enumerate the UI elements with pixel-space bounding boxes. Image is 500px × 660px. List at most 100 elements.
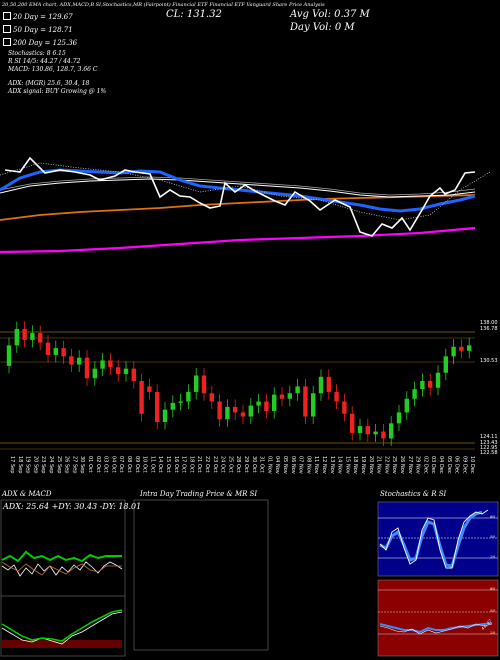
macd-white-line (1, 611, 123, 645)
magenta-line (0, 226, 476, 254)
date-label: 01 Nov (266, 456, 272, 474)
candle-down (303, 386, 308, 417)
ema200-line (0, 194, 476, 221)
date-label: 11 Nov (313, 456, 319, 474)
price-label: 130.53 (480, 358, 498, 364)
candle-up (14, 328, 19, 346)
rsi-white-line (379, 623, 493, 635)
date-label: 23 Oct (212, 456, 218, 473)
candle-up (256, 401, 261, 406)
candle-up (123, 368, 129, 375)
date-label: 30 Oct (251, 456, 257, 473)
ema50-line-a (0, 178, 476, 198)
candle-up (435, 372, 441, 388)
date-label: 19 Sep (25, 456, 31, 473)
macd-lines (1, 609, 123, 648)
date-label: 08 Nov (305, 456, 311, 474)
date-label: 14 Oct (157, 456, 163, 473)
candle-up (287, 393, 292, 399)
stoch-level-label: 80 (490, 514, 496, 519)
price-label: 122.95 (480, 445, 498, 451)
ema20-text: 20 Day = 129.67 (13, 13, 73, 21)
date-label: 02 Oct (95, 456, 101, 473)
candle-up (396, 412, 402, 424)
candle-up (295, 386, 300, 394)
candle-down (116, 367, 121, 375)
candle-up (100, 360, 105, 369)
date-label: 14 Nov (337, 456, 343, 474)
candle-up (53, 348, 58, 355)
ema50-line-b (0, 176, 476, 196)
date-label: 06 Nov (290, 456, 296, 474)
price-label: 123.43 (480, 440, 498, 446)
date-label: 09 Oct (134, 456, 140, 473)
candle-down (264, 401, 269, 412)
date-label: 05 Dec (446, 456, 452, 474)
candle-up (186, 391, 191, 402)
candle-down (147, 386, 152, 392)
date-label: 08 Oct (126, 456, 132, 473)
candle-up (162, 409, 168, 422)
adx-white-line (1, 561, 123, 577)
ema200-legend: 200 Day = 125.36 (3, 38, 77, 47)
candle-up (420, 380, 425, 390)
candle-up (225, 406, 230, 420)
adx-panel-frame (0, 499, 126, 657)
candle-down (61, 348, 66, 357)
candle-up (373, 431, 378, 435)
date-label: 23 Sep (40, 456, 46, 473)
date-label: 21 Oct (196, 456, 202, 473)
date-label: 22 Oct (204, 456, 210, 473)
date-label: 04 Nov (274, 456, 280, 474)
close-price-label: CL: 131.32 (166, 9, 222, 20)
stoch-level-label: 20 (490, 554, 496, 559)
candle-down (131, 368, 136, 381)
candle-up (451, 346, 456, 357)
date-label: 18 Nov (352, 456, 358, 474)
adx-green-line (1, 550, 122, 563)
candle-up (467, 345, 472, 351)
ema50-text: 50 Day = 128.71 (13, 26, 73, 34)
intraday-title: Intra Day Trading Price & MR SI (140, 490, 258, 498)
date-label: 07 Oct (118, 456, 124, 473)
price-label: 136.78 (480, 326, 498, 332)
ema20-line (0, 168, 476, 213)
candle-down (240, 412, 246, 417)
date-label: 25 Sep (56, 456, 62, 473)
price-line (4, 156, 476, 237)
date-label: 17 Oct (181, 456, 187, 473)
candle-down (381, 431, 386, 439)
candle-down (201, 375, 207, 394)
rsi-text: R SI 14/5: 44.27 / 44.72 (8, 58, 81, 65)
intraday-panel-frame (133, 499, 269, 651)
legend-swatch (3, 12, 11, 20)
rsi-panel-frame (377, 579, 499, 657)
date-label: 29 Nov (415, 456, 421, 474)
macd-text: MACD: 130.86, 128.7, 3.66 C (8, 66, 98, 73)
date-label: 24 Sep (48, 456, 54, 473)
date-label: 01 Oct (87, 456, 93, 473)
stoch-title: Stochastics & R SI (380, 490, 447, 498)
candle-down (139, 380, 144, 414)
date-label: 07 Nov (298, 456, 304, 474)
date-label: 26 Nov (399, 456, 405, 474)
candle-up (311, 393, 316, 417)
adx-signal-text: ADX signal: BUY Growing @ 1% (8, 88, 107, 95)
rsi-level-label: 50 (490, 608, 496, 613)
candle-up (92, 368, 97, 379)
legend-swatch (3, 38, 11, 46)
avg-volume-label: Avg Vol: 0.37 M (290, 9, 370, 20)
candle-down (233, 406, 238, 413)
chart-header-line: 20,50,200 EMA chart, ADX,MACD,B SI,Stoch… (2, 2, 325, 8)
date-label: 16 Oct (173, 456, 179, 473)
day-volume-label: Day Vol: 0 M (290, 22, 355, 33)
candle-up (170, 402, 175, 410)
date-axis: 17 Sep 18 Sep 19 Sep 20 Sep 23 Sep 24 Sep 25 S… (9, 456, 475, 474)
candle-down (279, 394, 285, 399)
adx-brown-line (1, 561, 122, 576)
date-label: 15 Nov (344, 456, 350, 474)
macd-green-line (1, 609, 123, 642)
candle-up (443, 356, 448, 373)
candle-down (428, 380, 433, 388)
adx-text: ADX: (MGR) 25.6, 30.4, 18 (8, 80, 90, 87)
